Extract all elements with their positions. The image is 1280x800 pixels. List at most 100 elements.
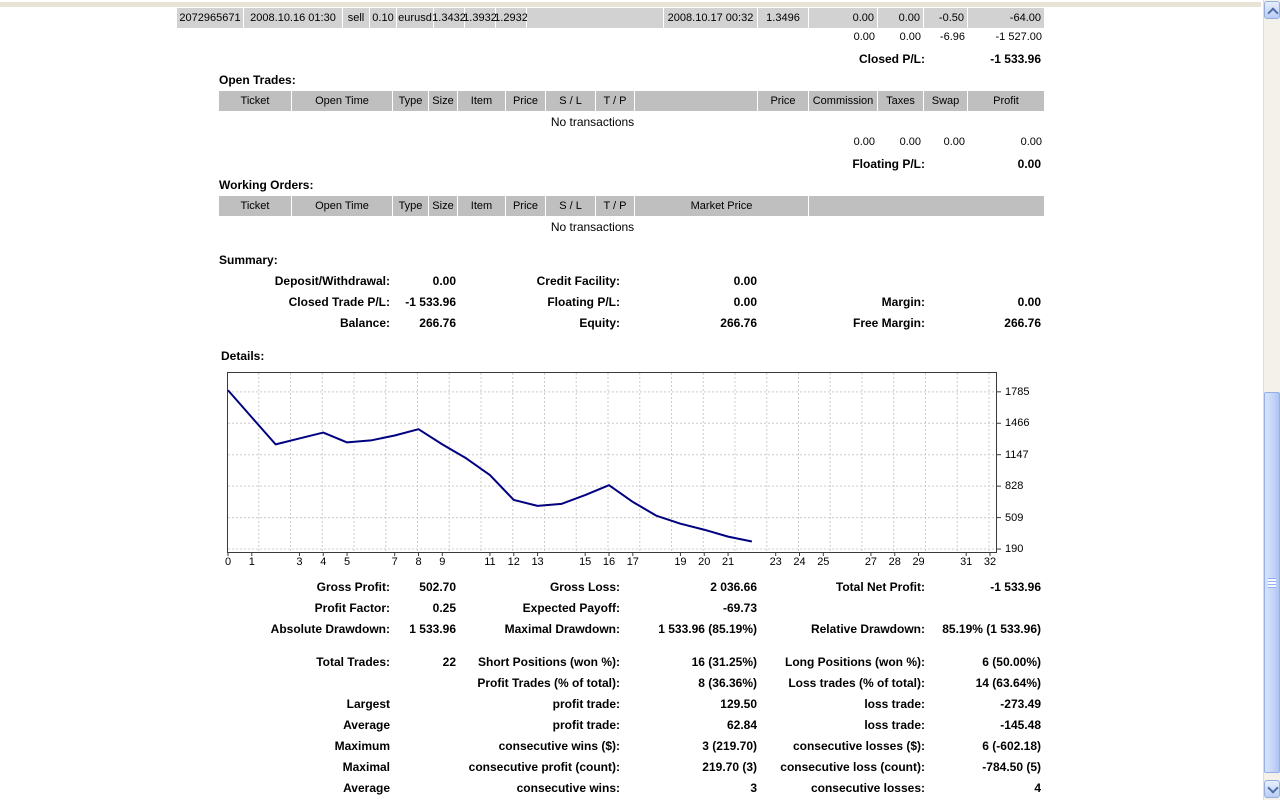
total-taxes: 0.00 — [899, 31, 921, 43]
scroll-up-button[interactable] — [1264, 1, 1280, 19]
col-size: Size — [429, 196, 457, 216]
x-tick-label: 3 — [296, 556, 303, 568]
avg-consecutive-wins-value: 3 — [750, 781, 757, 795]
x-tick-label: 32 — [983, 556, 997, 568]
average-profit-trade-label: profit trade: — [552, 718, 620, 732]
largest-loss-trade-value: -273.49 — [1000, 697, 1041, 711]
maximal-drawdown-value: 1 533.96 (85.19%) — [658, 622, 757, 636]
col-tp: T / P — [596, 196, 634, 216]
stats-row: Average profit trade: 62.84 loss trade: … — [0, 718, 1280, 734]
deposit-withdrawal-value: 0.00 — [432, 274, 456, 288]
profit-trades-label: Profit Trades (% of total): — [477, 676, 620, 690]
total-net-profit-label: Total Net Profit: — [835, 580, 925, 594]
x-tick-label: 29 — [912, 556, 925, 568]
price-cell: 1.3432 — [432, 8, 466, 28]
summary-title: Summary: — [219, 253, 278, 267]
y-tick-label: 1785 — [1005, 385, 1030, 398]
relative-drawdown-label: Relative Drawdown: — [810, 622, 925, 636]
gross-loss-label: Gross Loss: — [549, 580, 620, 594]
largest-loss-trade-label: loss trade: — [864, 697, 925, 711]
margin-value: 0.00 — [1017, 295, 1041, 309]
average-label: Average — [343, 718, 390, 732]
working-orders-empty: No transactions — [550, 220, 635, 234]
average-loss-trade-value: -145.48 — [1000, 718, 1041, 732]
average2-label: Average — [343, 781, 390, 795]
col-open-time: Open Time — [292, 91, 392, 111]
x-tick-label: 31 — [960, 556, 973, 568]
col-type: Type — [393, 91, 428, 111]
col-profit: Profit — [968, 91, 1044, 111]
consecutive-losses-label: consecutive losses ($): — [792, 739, 925, 753]
expected-payoff-value: -69.73 — [722, 601, 757, 615]
open-trades-empty: No transactions — [550, 115, 635, 129]
stats-row: Average consecutive wins: 3 consecutive … — [0, 781, 1280, 797]
stats-row: Maximal consecutive profit (count): 219.… — [0, 760, 1280, 776]
thumb-grip-icon — [1268, 577, 1276, 588]
relative-drawdown-value: 85.19% (1 533.96) — [942, 622, 1041, 636]
x-tick-label: 19 — [674, 556, 687, 568]
vertical-scrollbar[interactable] — [1263, 0, 1280, 800]
x-tick-label: 11 — [484, 556, 496, 568]
scroll-down-button[interactable] — [1264, 780, 1280, 798]
col-commission: Commission — [809, 91, 877, 111]
total-trades-label: Total Trades: — [316, 655, 390, 669]
largest-profit-trade-value: 129.50 — [720, 697, 757, 711]
col-size: Size — [429, 91, 457, 111]
closed-trade-row: 2072965671 2008.10.16 01:30 sell 0.10 eu… — [0, 8, 1280, 28]
consecutive-profit-label: consecutive profit (count): — [468, 760, 620, 774]
x-tick-label: 7 — [391, 556, 398, 568]
x-tick-label: 12 — [507, 556, 520, 568]
chevron-up-icon — [1267, 7, 1279, 19]
total-commission: 0.00 — [853, 31, 875, 43]
profit-factor-label: Profit Factor: — [314, 601, 390, 615]
stats-row: Maximum consecutive wins ($): 3 (219.70)… — [0, 739, 1280, 755]
x-tick-label: 24 — [793, 556, 806, 568]
avg-consecutive-wins-label: consecutive wins: — [516, 781, 620, 795]
floating-pl-row: Floating P/L: 0.00 — [0, 157, 1280, 173]
loss-trades-label: Loss trades (% of total): — [788, 676, 925, 690]
balance-chart-svg — [227, 372, 1001, 556]
maximal-label: Maximal — [342, 760, 390, 774]
y-tick-label: 828 — [1005, 480, 1024, 493]
ot-total-swap: 0.00 — [943, 136, 965, 148]
stats-row: Largest profit trade: 129.50 loss trade:… — [0, 697, 1280, 713]
largest-profit-trade-label: profit trade: — [552, 697, 620, 711]
total-net-profit-value: -1 533.96 — [990, 580, 1041, 594]
x-tick-label: 25 — [817, 556, 830, 568]
x-tick-label: 1 — [248, 556, 255, 568]
closed-pl-label: Closed P/L: — [858, 52, 925, 66]
open-trades-totals: 0.00 0.00 0.00 0.00 — [0, 136, 1280, 156]
col-type: Type — [393, 196, 428, 216]
scrollbar-thumb[interactable] — [1264, 392, 1280, 773]
x-tick-label: 17 — [626, 556, 639, 568]
avg-consecutive-losses-value: 4 — [1034, 781, 1041, 795]
close-time-cell: 2008.10.17 00:32 — [664, 8, 757, 28]
closed-pl-value: -1 533.96 — [990, 52, 1041, 66]
balance-label: Balance: — [339, 316, 390, 330]
closed-pl-row: Closed P/L: -1 533.96 — [0, 52, 1280, 68]
loss-trades-value: 14 (63.64%) — [975, 676, 1041, 690]
x-tick-label: 4 — [320, 556, 327, 568]
closed-totals-row: 0.00 0.00 -6.96 -1 527.00 — [0, 31, 1280, 51]
open-time-cell: 2008.10.16 01:30 — [244, 8, 342, 28]
credit-facility-value: 0.00 — [733, 274, 757, 288]
close-price-cell: 1.3496 — [758, 8, 808, 28]
col-swap: Swap — [924, 91, 967, 111]
x-tick-label: 16 — [602, 556, 616, 568]
working-orders-header: Ticket Open Time Type Size Item Price S … — [0, 196, 1280, 216]
col-item: Item — [458, 196, 505, 216]
col-sl: S / L — [546, 196, 595, 216]
ot-total-taxes: 0.00 — [899, 136, 921, 148]
col-ticket: Ticket — [219, 91, 291, 111]
stats-row: Profit Factor: 0.25 Expected Payoff: -69… — [0, 601, 1280, 617]
y-tick-label: 1147 — [1005, 448, 1029, 461]
short-positions-value: 16 (31.25%) — [691, 655, 757, 669]
open-trades-title: Open Trades: — [219, 73, 296, 87]
stats-row: Absolute Drawdown: 1 533.96 Maximal Draw… — [0, 622, 1280, 638]
col-item: Item — [458, 91, 505, 111]
col-price: Price — [506, 196, 545, 216]
chevron-down-icon — [1267, 782, 1279, 794]
x-tick-label: 15 — [579, 556, 592, 568]
x-tick-label: 9 — [439, 556, 446, 568]
type-cell: sell — [343, 8, 369, 28]
